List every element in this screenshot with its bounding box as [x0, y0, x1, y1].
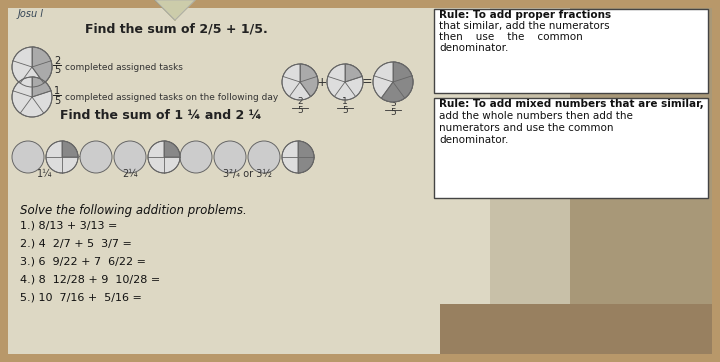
Text: 1¼: 1¼	[37, 169, 53, 179]
Text: Find the sum of 1 ¼ and 2 ¼: Find the sum of 1 ¼ and 2 ¼	[60, 109, 261, 122]
Text: 3.) 6  9/22 + 7  6/22 =: 3.) 6 9/22 + 7 6/22 =	[20, 257, 146, 267]
Text: 4.) 8  12/28 + 9  10/28 =: 4.) 8 12/28 + 9 10/28 =	[20, 275, 161, 285]
Circle shape	[46, 141, 78, 173]
Text: 1: 1	[342, 97, 348, 106]
FancyBboxPatch shape	[434, 9, 708, 93]
Text: 5.) 10  7/16 +  5/16 =: 5.) 10 7/16 + 5/16 =	[20, 293, 142, 303]
Wedge shape	[382, 62, 413, 102]
Wedge shape	[32, 77, 51, 97]
Text: Solve the following addition problems.: Solve the following addition problems.	[20, 204, 247, 217]
Text: 3²/₄ or 3½: 3²/₄ or 3½	[222, 169, 271, 179]
Text: 3: 3	[390, 99, 396, 108]
Circle shape	[327, 64, 363, 100]
Text: +: +	[317, 76, 328, 88]
Text: completed assigned tasks on the following day: completed assigned tasks on the followin…	[65, 93, 278, 101]
Text: 2: 2	[297, 97, 303, 106]
Polygon shape	[155, 0, 195, 20]
Text: 2: 2	[54, 56, 60, 66]
Circle shape	[12, 47, 52, 87]
Circle shape	[12, 141, 44, 173]
Wedge shape	[164, 141, 180, 157]
Text: 5: 5	[342, 106, 348, 115]
Text: that similar, add the numerators: that similar, add the numerators	[439, 21, 610, 31]
Circle shape	[180, 141, 212, 173]
Text: Rule: To add proper fractions: Rule: To add proper fractions	[439, 10, 611, 20]
Wedge shape	[300, 64, 318, 97]
Bar	[490, 8, 570, 354]
Wedge shape	[345, 64, 362, 82]
Text: =: =	[179, 151, 189, 164]
Text: 5: 5	[297, 106, 303, 115]
Circle shape	[282, 64, 318, 100]
Text: then    use    the    common: then use the common	[439, 32, 582, 42]
Circle shape	[80, 141, 112, 173]
Text: +: +	[78, 151, 89, 164]
Bar	[8, 8, 498, 354]
Text: 2.) 4  2/7 + 5  3/7 =: 2.) 4 2/7 + 5 3/7 =	[20, 239, 132, 249]
Circle shape	[148, 141, 180, 173]
Text: Rule: To add mixed numbers that are similar,: Rule: To add mixed numbers that are simi…	[439, 99, 703, 109]
FancyBboxPatch shape	[434, 98, 708, 198]
Text: 5: 5	[54, 65, 60, 75]
Text: =: =	[361, 76, 372, 88]
Bar	[440, 304, 712, 354]
Circle shape	[214, 141, 246, 173]
Text: add the whole numbers then add the: add the whole numbers then add the	[439, 111, 633, 121]
Circle shape	[282, 141, 314, 173]
Text: Find the sum of 2/5 + 1/5.: Find the sum of 2/5 + 1/5.	[85, 22, 268, 35]
Text: 1: 1	[54, 86, 60, 96]
Text: 5: 5	[54, 96, 60, 106]
Circle shape	[248, 141, 280, 173]
Circle shape	[12, 77, 52, 117]
Wedge shape	[298, 141, 314, 173]
Text: Josu l: Josu l	[18, 9, 44, 19]
Text: 2¼: 2¼	[122, 169, 138, 179]
Text: 5: 5	[390, 108, 396, 117]
Text: completed assigned tasks: completed assigned tasks	[65, 63, 183, 72]
Text: numerators and use the common: numerators and use the common	[439, 123, 613, 133]
Wedge shape	[32, 47, 52, 83]
Bar	[570, 8, 712, 354]
Circle shape	[114, 141, 146, 173]
Wedge shape	[62, 141, 78, 157]
Text: denominator.: denominator.	[439, 135, 508, 145]
Text: denominator.: denominator.	[439, 43, 508, 53]
Circle shape	[373, 62, 413, 102]
Text: 1.) 8/13 + 3/13 =: 1.) 8/13 + 3/13 =	[20, 221, 117, 231]
